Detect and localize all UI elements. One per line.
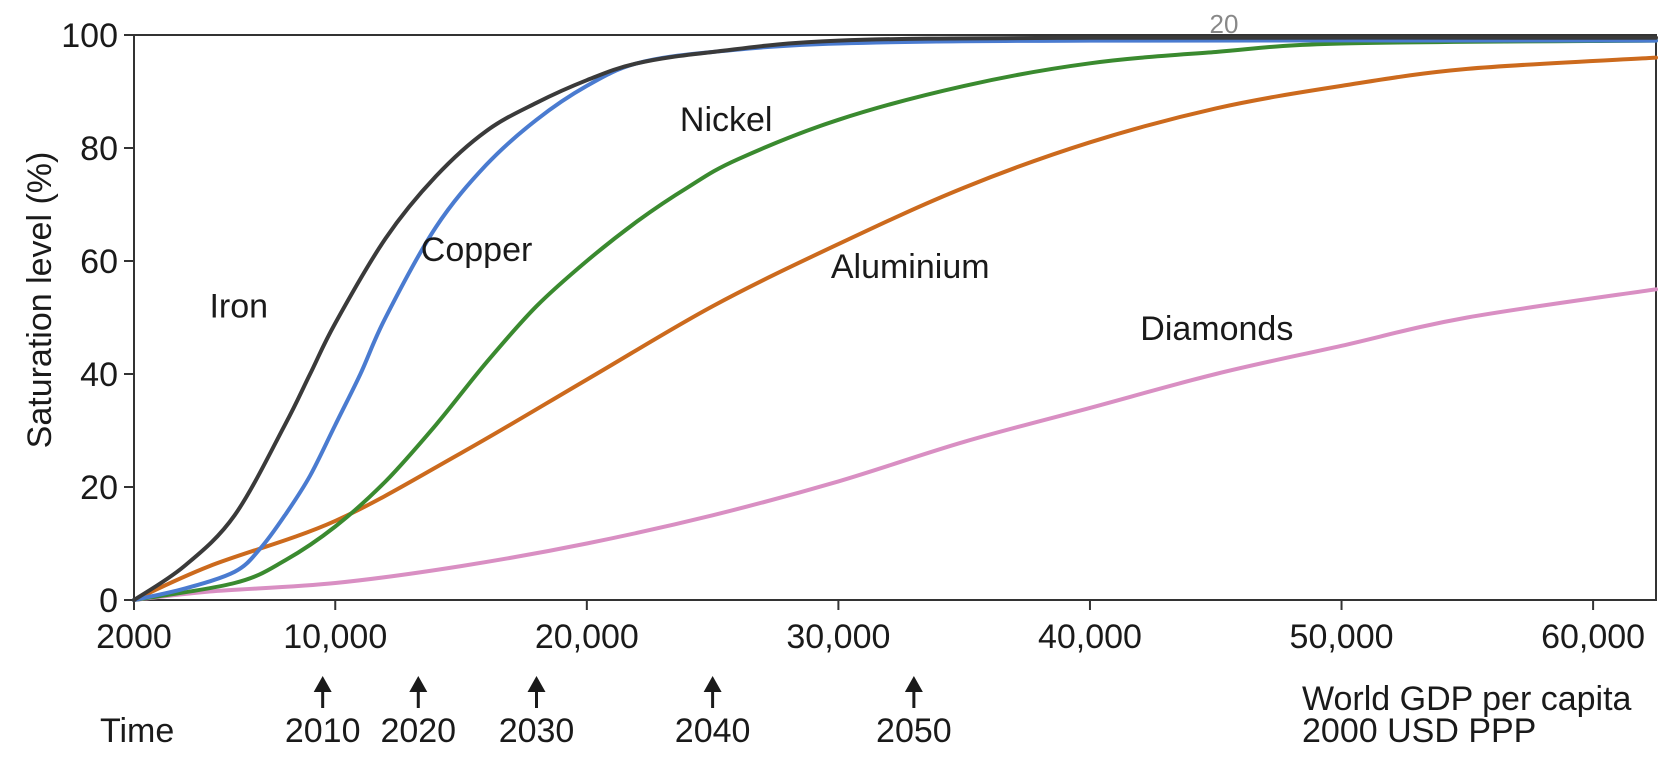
series-line-nickel bbox=[132, 38, 1658, 602]
x-axis-title-line-2: 2000 USD PPP bbox=[1302, 712, 1536, 750]
x-tick-label: 20,000 bbox=[535, 618, 639, 656]
series-line-diamonds bbox=[132, 287, 1658, 602]
series-labels: Iron Copper Nickel Aluminium Diamonds bbox=[209, 101, 1293, 348]
time-label: Time bbox=[100, 712, 174, 750]
time-year-label: 2020 bbox=[380, 712, 456, 750]
time-marker: 2030 bbox=[499, 676, 575, 750]
series-label-iron: Iron bbox=[209, 288, 268, 326]
x-tick-label: 30,000 bbox=[786, 618, 890, 656]
y-tick-label: 0 bbox=[99, 582, 118, 620]
series-lines bbox=[132, 35, 1658, 602]
x-tick-label: 50,000 bbox=[1290, 618, 1394, 656]
y-tick-label: 60 bbox=[80, 243, 118, 281]
y-tick-label: 80 bbox=[80, 130, 118, 168]
x-tick-label: 2000 bbox=[96, 618, 172, 656]
plot-area bbox=[133, 34, 1657, 601]
series-label-aluminium: Aluminium bbox=[831, 248, 990, 286]
time-marker: 2050 bbox=[876, 676, 952, 750]
up-arrow-icon bbox=[703, 676, 722, 692]
time-year-label: 2040 bbox=[675, 712, 751, 750]
x-tick-label: 40,000 bbox=[1038, 618, 1142, 656]
series-label-diamonds: Diamonds bbox=[1140, 310, 1293, 348]
time-marker: 2040 bbox=[675, 676, 751, 750]
x-axis: 2000 10,000 20,000 30,000 40,000 50,000 60,000 bbox=[96, 600, 1645, 656]
plot-border bbox=[133, 34, 1657, 601]
time-axis: 2010 2020 2030 2040 2050 bbox=[285, 676, 952, 750]
series-label-nickel: Nickel bbox=[680, 101, 773, 139]
series-line-iron bbox=[132, 35, 1658, 602]
up-arrow-icon bbox=[904, 676, 923, 692]
x-axis-title-line-1: World GDP per capita bbox=[1302, 680, 1632, 718]
top-note: 20 bbox=[1210, 9, 1239, 39]
time-marker: 2020 bbox=[380, 676, 456, 750]
time-marker: 2010 bbox=[285, 676, 361, 750]
series-line-aluminium bbox=[132, 55, 1658, 602]
series-line-copper bbox=[132, 38, 1658, 602]
up-arrow-icon bbox=[409, 676, 428, 692]
x-tick-label: 60,000 bbox=[1541, 618, 1645, 656]
up-arrow-icon bbox=[527, 676, 546, 692]
time-year-label: 2050 bbox=[876, 712, 952, 750]
y-axis-title: Saturation level (%) bbox=[21, 152, 59, 449]
y-tick-label: 20 bbox=[80, 469, 118, 507]
y-tick-label: 40 bbox=[80, 356, 118, 394]
y-tick-label: 100 bbox=[61, 17, 118, 55]
x-tick-label: 10,000 bbox=[283, 618, 387, 656]
y-axis: 0 20 40 60 80 100 bbox=[61, 17, 134, 620]
time-year-label: 2030 bbox=[499, 712, 575, 750]
time-year-label: 2010 bbox=[285, 712, 361, 750]
up-arrow-icon bbox=[313, 676, 332, 692]
series-label-copper: Copper bbox=[421, 231, 533, 269]
